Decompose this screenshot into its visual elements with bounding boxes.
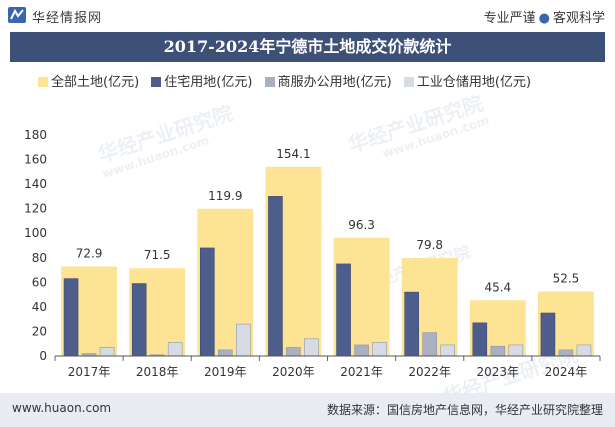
y-tick-label: 80 [32,251,47,265]
top-bar: 华经情报网 专业严谨 ● 客观科学 [0,0,615,30]
legend-item-commercial: 商服办公用地(亿元) [264,71,392,90]
bar-industrial [440,344,455,357]
data-label: 154.1 [276,147,310,161]
legend-label: 住宅用地(亿元) [164,75,253,90]
bar-industrial [236,323,251,357]
legend-label: 全部土地(亿元) [51,75,140,90]
legend-item-industrial: 工业仓储用地(亿元) [403,71,532,90]
bar-residential [336,263,351,357]
footer-url: www.huaon.com [12,401,112,415]
data-label: 96.3 [348,218,375,232]
x-tick-label: 2021年 [340,365,383,379]
legend-swatch [264,77,275,87]
bar-industrial [576,344,592,357]
bar-commercial [286,347,301,357]
y-tick-label: 0 [39,349,47,363]
data-label: 79.8 [416,238,443,252]
chart-title: 2017-2024年宁德市土地成交价款统计 [10,32,605,62]
x-tick-label: 2017年 [68,365,111,379]
bar-commercial [490,345,506,357]
y-tick-label: 40 [32,300,47,314]
y-tick-label: 120 [24,202,47,216]
bar-residential [131,283,147,357]
brand-name: 华经情报网 [32,11,103,26]
bar-residential [268,196,283,357]
x-tick-label: 2024年 [545,365,588,379]
slogan: 专业严谨 ● 客观科学 [484,7,605,26]
bar-industrial [372,342,387,357]
legend-label: 商服办公用地(亿元) [277,75,392,90]
bullet-icon: ● [538,11,550,26]
legend-item-residential: 住宅用地(亿元) [151,71,252,90]
x-tick-label: 2020年 [272,365,315,379]
bar-commercial [218,349,233,357]
y-tick-label: 180 [24,128,47,142]
bar-commercial [558,349,574,357]
x-tick-label: 2022年 [408,365,451,379]
legend-label: 工业仓储用地(亿元) [416,75,532,90]
y-tick-label: 100 [24,226,47,240]
bar-industrial [508,344,524,357]
bar-residential [472,322,488,357]
bar-industrial [167,342,183,357]
slogan-left: 专业严谨 [483,11,536,26]
data-label: 45.4 [484,280,511,294]
y-tick-label: 60 [32,275,47,289]
bar-commercial [354,344,369,357]
data-label: 71.5 [144,248,171,262]
legend: 全部土地(亿元) 住宅用地(亿元) 商服办公用地(亿元) 工业仓储用地(亿元) [38,71,539,90]
bar-chart: 0 20 40 60 80 100 120 140 160 180 72.9 2017年 71.5 201… [24,128,601,379]
slogan-right: 客观科学 [552,11,605,26]
bar-residential [200,247,215,357]
x-tick-label: 2018年 [136,365,179,379]
bar-industrial [99,347,115,357]
y-tick-label: 160 [24,153,47,167]
footer: www.huaon.com 数据来源：国信房地产信息网，华经产业研究院整理 [0,393,615,427]
y-tick-label: 140 [24,177,47,191]
data-label: 52.5 [553,272,580,286]
legend-item-total: 全部土地(亿元) [38,71,139,90]
logo-icon [8,7,26,23]
x-tick-label: 2019年 [204,365,247,379]
bar-industrial [304,338,319,357]
data-label: 119.9 [208,189,242,203]
bar-residential [540,312,556,357]
bar-residential [63,278,79,357]
bar-commercial [422,332,437,357]
legend-swatch [151,77,162,87]
data-label: 72.9 [76,246,103,260]
data-source: 数据来源：国信房地产信息网，华经产业研究院整理 [326,403,603,417]
y-tick-label: 20 [32,324,47,338]
legend-swatch [403,77,414,87]
bar-residential [404,291,419,357]
legend-swatch [38,77,48,87]
x-tick-label: 2023年 [477,365,520,379]
